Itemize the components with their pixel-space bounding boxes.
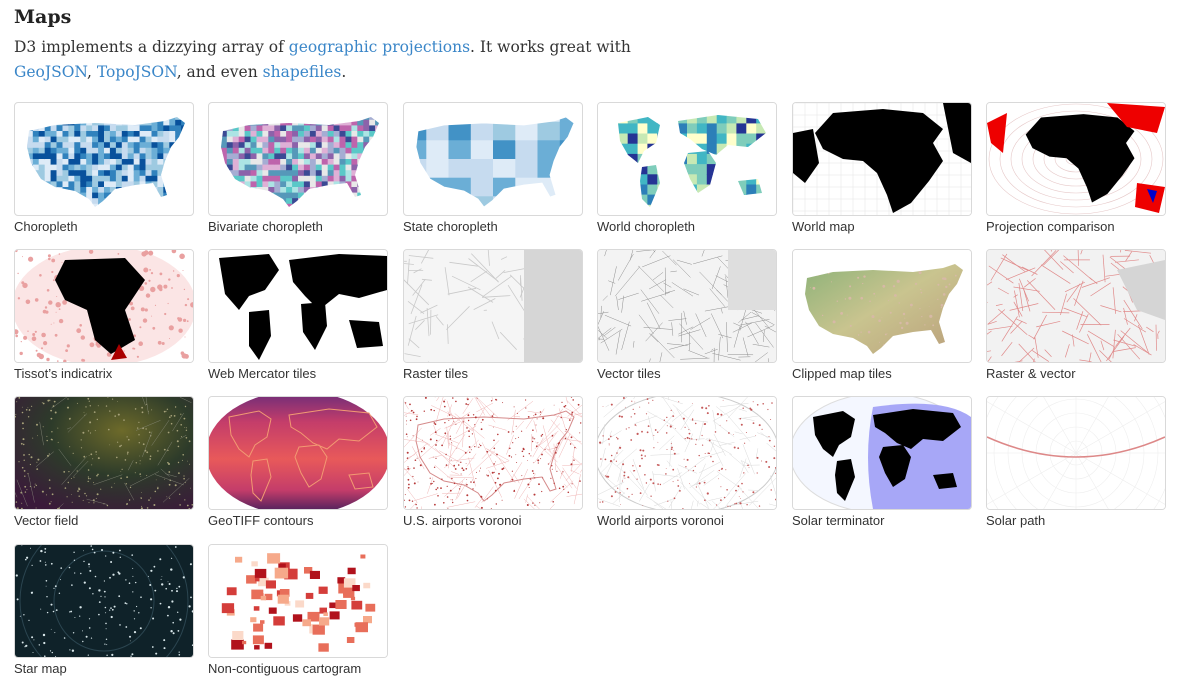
gallery-caption[interactable]: World airports voronoi — [597, 513, 724, 528]
world-choropleth-map-image — [598, 103, 776, 215]
world-map-thumbnail[interactable] — [792, 102, 972, 216]
gallery-card-choropleth[interactable]: Choropleth — [14, 102, 194, 234]
intro-text-mid: . It works great with — [470, 38, 631, 56]
gallery-caption[interactable]: Raster & vector — [986, 366, 1076, 381]
web-mercator-thumbnail[interactable] — [208, 249, 388, 363]
bivariate-map-image — [221, 117, 379, 207]
projection-comparison-thumbnail[interactable] — [986, 102, 1166, 216]
gallery-card-cartogram[interactable]: Non-contiguous cartogram — [208, 544, 388, 676]
intro-period: . — [341, 63, 347, 81]
gallery-card-bivariate[interactable]: Bivariate choropleth — [208, 102, 388, 234]
gallery-card-world-voronoi[interactable]: World airports voronoi — [597, 396, 777, 528]
vector-tiles-thumbnail[interactable] — [597, 249, 777, 363]
gallery-card-raster-tiles[interactable]: Raster tiles — [403, 249, 583, 381]
geotiff-thumbnail[interactable] — [208, 396, 388, 510]
world-choropleth-thumbnail[interactable] — [597, 102, 777, 216]
section-intro: D3 implements a dizzying array of geogra… — [14, 35, 654, 85]
projection-comparison-map-image — [987, 103, 1165, 215]
gallery-card-geotiff[interactable]: GeoTIFF contours — [208, 396, 388, 528]
gallery-caption[interactable]: Projection comparison — [986, 219, 1115, 234]
gallery-caption[interactable]: Star map — [14, 661, 67, 676]
gallery-card-raster-vector[interactable]: Raster & vector — [986, 249, 1166, 381]
section-title: Maps — [14, 6, 72, 28]
geographic-projections-link[interactable]: geographic projections — [288, 38, 471, 56]
intro-comma: , — [87, 63, 97, 81]
cartogram-thumbnail[interactable] — [208, 544, 388, 658]
gallery-caption[interactable]: Clipped map tiles — [792, 366, 892, 381]
solar-path-map-image — [987, 397, 1165, 509]
gallery-card-solar-path[interactable]: Solar path — [986, 396, 1166, 528]
cartogram-map-image — [209, 545, 387, 657]
choropleth-thumbnail[interactable] — [14, 102, 194, 216]
bivariate-thumbnail[interactable] — [208, 102, 388, 216]
us-voronoi-map-image — [404, 397, 582, 509]
gallery-card-solar-terminator[interactable]: Solar terminator — [792, 396, 972, 528]
raster-vector-thumbnail[interactable] — [986, 249, 1166, 363]
state-choropleth-thumbnail[interactable] — [403, 102, 583, 216]
gallery-card-world-map[interactable]: World map — [792, 102, 972, 234]
vector-tiles-map-image — [598, 250, 776, 362]
gallery-card-projection-comparison[interactable]: Projection comparison — [986, 102, 1166, 234]
star-map-thumbnail[interactable] — [14, 544, 194, 658]
gallery-caption[interactable]: GeoTIFF contours — [208, 513, 314, 528]
gallery-caption[interactable]: Tissot’s indicatrix — [14, 366, 113, 381]
gallery-caption[interactable]: U.S. airports voronoi — [403, 513, 522, 528]
vector-field-thumbnail[interactable] — [14, 396, 194, 510]
gallery-caption[interactable]: Vector tiles — [597, 366, 661, 381]
us-voronoi-thumbnail[interactable] — [403, 396, 583, 510]
intro-and-even: , and even — [176, 63, 263, 81]
vector-field-map-image — [15, 397, 193, 509]
world-map-map-image — [793, 103, 971, 215]
gallery-card-vector-field[interactable]: Vector field — [14, 396, 194, 528]
world-voronoi-thumbnail[interactable] — [597, 396, 777, 510]
state-choropleth-map-image — [415, 116, 575, 208]
solar-terminator-map-image — [793, 397, 971, 509]
gallery-card-tissot[interactable]: Tissot’s indicatrix — [14, 249, 194, 381]
raster-tiles-thumbnail[interactable] — [403, 249, 583, 363]
web-mercator-map-image — [209, 250, 387, 362]
gallery-caption[interactable]: World choropleth — [597, 219, 696, 234]
star-map-map-image — [15, 545, 193, 657]
tissot-map-image — [15, 250, 193, 362]
gallery-caption[interactable]: Bivariate choropleth — [208, 219, 323, 234]
gallery-caption[interactable]: Solar terminator — [792, 513, 885, 528]
gallery-caption[interactable]: Vector field — [14, 513, 79, 528]
gallery-caption[interactable]: Choropleth — [14, 219, 78, 234]
gallery-card-state-choropleth[interactable]: State choropleth — [403, 102, 583, 234]
clipped-tiles-thumbnail[interactable] — [792, 249, 972, 363]
gallery-caption[interactable]: Raster tiles — [403, 366, 469, 381]
solar-terminator-thumbnail[interactable] — [792, 396, 972, 510]
gallery-caption[interactable]: Solar path — [986, 513, 1046, 528]
geojson-link[interactable]: GeoJSON — [14, 63, 87, 81]
raster-tiles-map-image — [404, 250, 582, 362]
gallery-caption[interactable]: World map — [792, 219, 855, 234]
shapefiles-link[interactable]: shapefiles — [262, 63, 342, 81]
intro-text: D3 implements a dizzying array of — [14, 38, 289, 56]
raster-vector-map-image — [987, 250, 1165, 362]
clipped-tiles-map-image — [793, 250, 971, 362]
choropleth-map-image — [27, 117, 185, 207]
tissot-thumbnail[interactable] — [14, 249, 194, 363]
gallery-card-clipped-tiles[interactable]: Clipped map tiles — [792, 249, 972, 381]
gallery-card-us-voronoi[interactable]: U.S. airports voronoi — [403, 396, 583, 528]
gallery-caption[interactable]: State choropleth — [403, 219, 498, 234]
gallery-card-world-choropleth[interactable]: World choropleth — [597, 102, 777, 234]
solar-path-thumbnail[interactable] — [986, 396, 1166, 510]
topojson-link[interactable]: TopoJSON — [96, 63, 177, 81]
gallery-card-web-mercator[interactable]: Web Mercator tiles — [208, 249, 388, 381]
gallery-caption[interactable]: Web Mercator tiles — [208, 366, 317, 381]
world-voronoi-map-image — [598, 397, 776, 509]
gallery-caption[interactable]: Non-contiguous cartogram — [208, 661, 362, 676]
gallery-card-vector-tiles[interactable]: Vector tiles — [597, 249, 777, 381]
gallery-card-star-map[interactable]: Star map — [14, 544, 194, 676]
geotiff-map-image — [209, 397, 387, 509]
